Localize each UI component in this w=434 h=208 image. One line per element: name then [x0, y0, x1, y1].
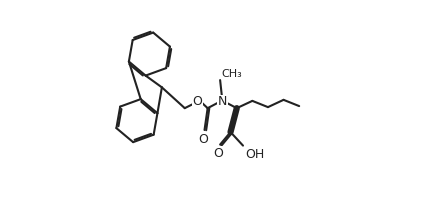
Text: O: O	[198, 133, 208, 146]
Text: O: O	[213, 147, 223, 160]
Text: O: O	[192, 95, 202, 108]
Text: CH₃: CH₃	[221, 69, 242, 79]
Text: OH: OH	[245, 148, 264, 161]
Text: N: N	[217, 95, 227, 108]
